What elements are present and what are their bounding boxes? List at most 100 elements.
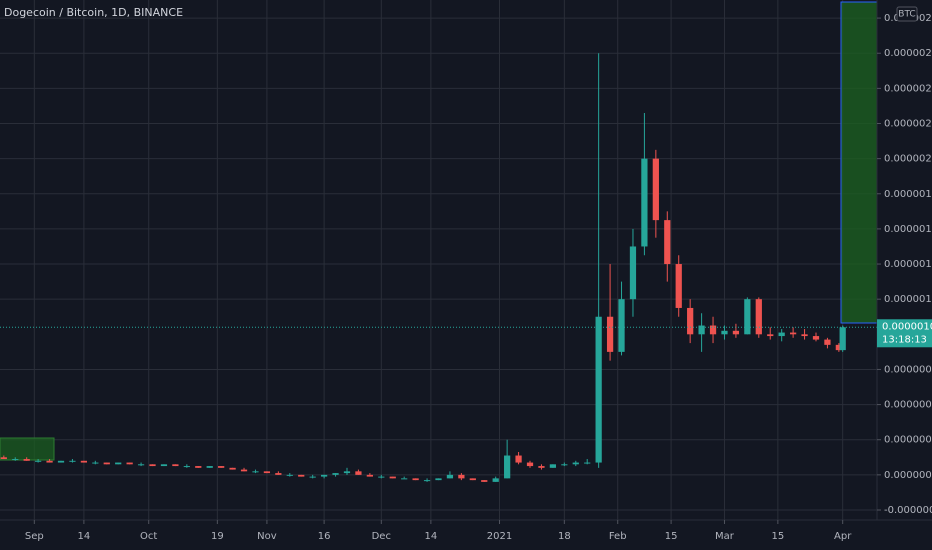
candle-body — [240, 469, 248, 472]
position-drawing — [840, 1, 878, 324]
candle-body — [126, 462, 133, 465]
y-tick-label: 0.00000140 — [884, 259, 932, 270]
x-tick-label: 14 — [425, 531, 438, 542]
y-tick-label: -0.00000000 — [884, 505, 932, 516]
y-tick-label: 0.00000020 — [884, 470, 932, 481]
candle-body — [778, 332, 785, 337]
candle-body — [469, 478, 476, 481]
x-tick-label: Mar — [715, 531, 735, 542]
y-tick-label: 0.00000240 — [884, 83, 932, 94]
candle-body — [229, 467, 236, 470]
candle-body — [687, 307, 694, 335]
candle-body — [744, 299, 751, 335]
candle-body — [149, 464, 156, 467]
candles — [0, 53, 877, 482]
candle-body — [206, 466, 213, 468]
candle-body — [435, 478, 442, 481]
candle-body — [57, 460, 65, 463]
candle-body — [767, 334, 774, 337]
candle-body — [709, 325, 717, 335]
candle-body — [252, 471, 259, 473]
candle-body — [366, 474, 373, 477]
candle-body — [481, 480, 488, 482]
candle-body — [389, 476, 396, 479]
candle-body — [46, 460, 53, 463]
chart-title: Dogecoin / Bitcoin, 1D, BINANCE — [4, 6, 183, 19]
candle-body — [103, 462, 110, 465]
candle-body — [618, 299, 625, 352]
candle-body — [275, 473, 282, 475]
candle-body — [801, 334, 808, 337]
currency-label: BTC — [898, 10, 915, 20]
candle-body — [515, 455, 522, 463]
candle-body — [629, 246, 637, 300]
candle-body — [69, 460, 76, 462]
y-tick-label: 0.00000200 — [884, 154, 932, 165]
grid — [0, 0, 877, 520]
candle-body — [839, 327, 846, 351]
x-tick-label: Apr — [834, 531, 852, 542]
candle-body — [572, 462, 579, 465]
candle-body — [80, 460, 88, 463]
candle-body — [309, 476, 316, 478]
candle-body — [595, 316, 602, 463]
y-tick-label: 0.00000120 — [884, 294, 932, 305]
candle-body — [458, 474, 465, 479]
currency-box — [896, 6, 918, 22]
candle-body — [92, 462, 99, 464]
candle-body — [12, 459, 19, 461]
x-tick-label: 2021 — [487, 531, 512, 542]
candle-body — [286, 474, 293, 476]
x-tick-label: 16 — [318, 531, 331, 542]
x-tick-label: 19 — [211, 531, 224, 542]
x-tick-label: Sep — [25, 531, 44, 542]
candle-body — [755, 299, 762, 335]
x-tick-label: 18 — [558, 531, 571, 542]
x-tick-label: Feb — [609, 531, 627, 542]
candle-body — [23, 459, 30, 461]
candle-body — [137, 464, 145, 466]
axes: -0.00000000 0.00000020 0.00000040 0.0000006… — [25, 13, 932, 542]
y-tick-label: 0.00000260 — [884, 48, 932, 59]
y-tick-label: 0.00000160 — [884, 224, 932, 235]
candle-body — [732, 330, 740, 335]
candle-body — [584, 462, 591, 464]
candle-body — [172, 464, 179, 467]
candle-body — [355, 471, 362, 475]
y-tick-label: 0.00000180 — [884, 189, 932, 200]
candle-body — [561, 464, 568, 466]
candle-body — [183, 466, 190, 468]
x-tick-label: Nov — [257, 531, 277, 542]
candle-body — [538, 466, 545, 468]
candle-body — [332, 473, 339, 475]
last-price-label: 0.00000104 — [882, 321, 932, 332]
candle-body — [0, 457, 7, 460]
candle-body — [401, 478, 408, 480]
candle-body — [263, 471, 271, 474]
x-tick-label: 14 — [78, 531, 91, 542]
candle-body — [698, 325, 705, 335]
candle-body — [446, 474, 454, 479]
candle-body — [412, 478, 419, 481]
candle-body — [789, 332, 797, 335]
candle-body — [675, 264, 682, 308]
x-tick-label: 15 — [665, 531, 678, 542]
candle-body — [492, 478, 499, 482]
x-tick-label: 15 — [771, 531, 784, 542]
candle-body — [35, 460, 42, 462]
candle-body — [115, 462, 122, 465]
candle-body — [504, 455, 511, 479]
candle-body — [218, 466, 225, 468]
candle-body — [664, 220, 671, 265]
candle-body — [378, 476, 385, 478]
candle-body — [343, 471, 351, 474]
candle-body — [606, 316, 614, 352]
candle-body — [824, 339, 831, 345]
candle-body — [195, 466, 202, 468]
candle-body — [835, 344, 842, 351]
candle-body — [160, 464, 168, 467]
y-tick-label: 0.00000080 — [884, 364, 932, 375]
y-tick-label: 0.00000040 — [884, 435, 932, 446]
candle-body — [721, 330, 728, 335]
